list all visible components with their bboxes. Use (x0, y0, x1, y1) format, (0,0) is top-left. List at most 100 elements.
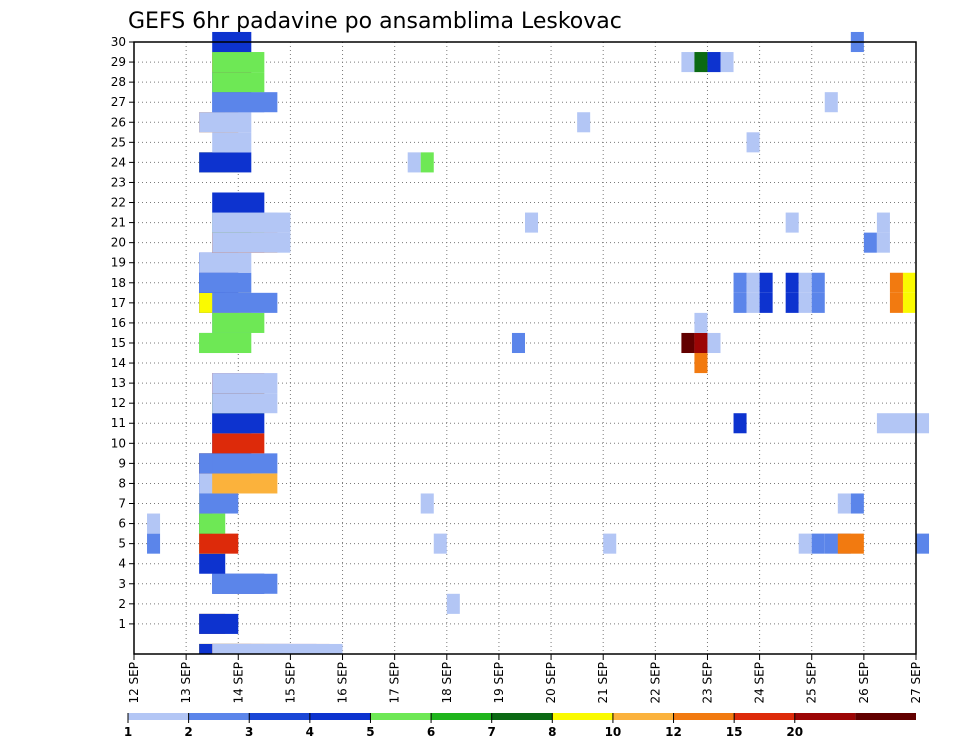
precip-cell (199, 252, 252, 273)
precip-cell (889, 292, 903, 313)
legend-label: 5 (366, 725, 374, 739)
precip-cell (837, 533, 864, 554)
y-tick-label: 11 (111, 416, 126, 430)
precip-cell (446, 593, 460, 614)
y-tick-label: 1 (118, 617, 126, 631)
legend-label: 3 (245, 725, 253, 739)
cell-layer (147, 31, 930, 654)
precip-cell (759, 292, 773, 313)
precip-cell (798, 272, 812, 293)
precip-cell (889, 272, 903, 293)
x-tick-label: 14 SEP (231, 662, 245, 704)
precip-cell (199, 613, 239, 634)
y-tick-label: 25 (111, 135, 126, 149)
legend-label: 4 (306, 725, 314, 739)
y-tick-label: 10 (111, 436, 126, 450)
x-tick-label: 24 SEP (753, 662, 767, 704)
y-tick-label: 2 (118, 597, 126, 611)
precip-cell (720, 52, 734, 73)
precip-cell (212, 132, 252, 153)
legend-label: 15 (726, 725, 743, 739)
plot-frame (133, 41, 917, 655)
legend-swatch (249, 713, 310, 720)
precip-cell (212, 433, 265, 454)
precip-cell (199, 553, 226, 574)
legend-label: 7 (488, 725, 496, 739)
precip-cell (433, 533, 447, 554)
precip-cell (212, 72, 265, 93)
precip-cell (199, 513, 226, 534)
precip-cell (876, 212, 890, 233)
color-legend: 1 2 3 4 5 6 7 8 10 12 15 20 (124, 713, 916, 739)
legend-swatch (128, 713, 189, 720)
precip-cell (902, 292, 916, 313)
precip-cell (212, 453, 278, 474)
y-tick-label: 29 (111, 55, 126, 69)
legend-label: 2 (184, 725, 192, 739)
precip-cell (694, 353, 708, 374)
precip-cell (511, 332, 525, 354)
legend-swatch (673, 713, 735, 720)
precip-cell (603, 533, 617, 554)
y-tick-label: 20 (111, 236, 126, 250)
precip-cell (212, 292, 278, 313)
x-tick-label: 12 SEP (127, 662, 141, 704)
precip-cell (212, 393, 278, 414)
precip-cell (798, 292, 812, 313)
precip-cell (746, 292, 760, 313)
precip-cell (916, 533, 930, 554)
y-tick-label: 3 (118, 577, 126, 591)
precip-cell (707, 332, 721, 354)
legend-swatch (794, 713, 856, 720)
precip-cell (863, 232, 877, 253)
x-tick-label: 15 SEP (283, 662, 297, 704)
precip-cell (785, 212, 799, 233)
legend-swatch (734, 713, 795, 720)
precip-cell (212, 92, 278, 113)
y-tick-label: 15 (111, 336, 126, 350)
precip-cell (694, 312, 708, 333)
x-tick-label: 26 SEP (857, 662, 871, 704)
precip-cell (212, 373, 278, 394)
y-tick-label: 4 (118, 557, 126, 571)
y-tick-label: 27 (111, 95, 126, 109)
legend-swatch (309, 713, 371, 720)
legend-swatch (491, 713, 553, 720)
precip-cell (798, 533, 812, 554)
precip-cell (876, 413, 930, 434)
legend-swatch (370, 713, 432, 720)
y-tick-label: 16 (111, 316, 126, 330)
y-tick-label: 8 (118, 476, 126, 490)
precip-cell (212, 212, 291, 233)
y-axis-ticks: 1234567891011121314151617181920212223242… (111, 35, 134, 631)
x-tick-label: 22 SEP (648, 662, 662, 704)
precip-cell (837, 493, 851, 514)
legend-label: 12 (665, 725, 682, 739)
precip-cell (147, 513, 161, 534)
x-tick-label: 19 SEP (492, 662, 506, 704)
x-tick-label: 25 SEP (805, 662, 819, 704)
precip-cell (212, 52, 265, 73)
chart-title: GEFS 6hr padavine po ansamblima Leskovac (128, 9, 622, 34)
y-tick-label: 18 (111, 276, 126, 290)
legend-swatch (855, 713, 916, 720)
precip-cell (785, 292, 799, 313)
x-tick-label: 13 SEP (179, 662, 193, 704)
y-tick-label: 22 (111, 196, 126, 210)
y-tick-label: 26 (111, 115, 126, 129)
precip-cell (199, 152, 252, 173)
precip-cell (733, 292, 747, 313)
precip-cell (525, 212, 539, 233)
precip-cell (707, 52, 721, 73)
precip-cell (759, 272, 773, 293)
precip-cell (811, 533, 825, 554)
precip-cell (212, 413, 265, 434)
precip-cell (850, 493, 864, 514)
y-tick-label: 28 (111, 75, 126, 89)
y-tick-label: 12 (111, 396, 126, 410)
legend-label: 10 (605, 725, 622, 739)
legend-swatch (612, 713, 674, 720)
y-tick-label: 7 (118, 497, 126, 511)
legend-label: 20 (786, 725, 803, 739)
x-tick-label: 21 SEP (596, 662, 610, 704)
